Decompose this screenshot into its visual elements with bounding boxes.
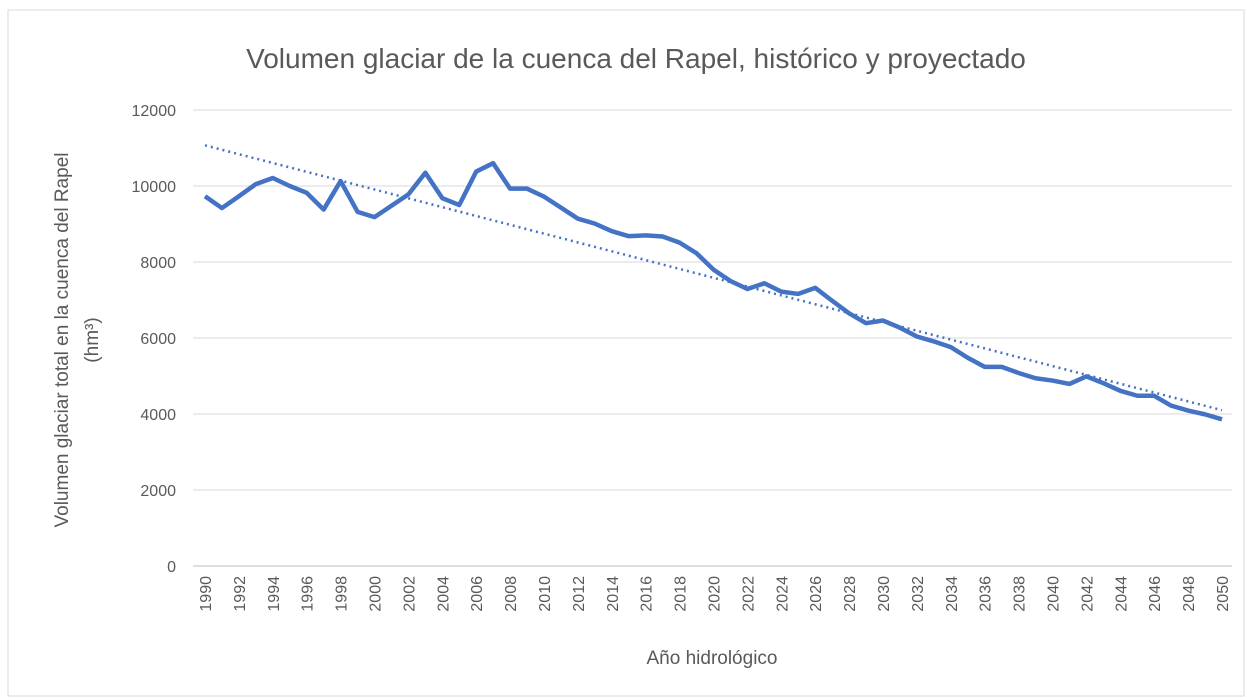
x-tick-label: 2050	[1215, 576, 1232, 612]
x-tick-label: 2024	[774, 576, 791, 612]
x-tick-label: 2000	[368, 576, 385, 612]
x-tick-label: 2014	[605, 576, 622, 612]
x-tick-label: 2038	[1012, 576, 1029, 612]
x-tick-label: 2048	[1181, 576, 1198, 612]
x-tick-label: 2036	[978, 576, 995, 612]
x-tick-label: 2018	[673, 576, 690, 612]
x-tick-label: 2044	[1113, 576, 1130, 612]
x-tick-label: 2016	[639, 576, 656, 612]
y-axis-label-line: (hm³)	[82, 317, 103, 362]
x-tick-label: 2010	[537, 576, 554, 612]
y-tick-label: 2000	[140, 483, 176, 500]
x-tick-label: 1998	[334, 576, 351, 612]
x-tick-label: 2040	[1046, 576, 1063, 612]
x-tick-label: 1992	[232, 576, 249, 612]
x-tick-label: 2008	[503, 576, 520, 612]
x-tick-label: 2030	[876, 576, 893, 612]
x-tick-label: 2032	[910, 576, 927, 612]
y-tick-label: 8000	[140, 255, 176, 272]
trend-line	[204, 144, 1223, 412]
x-tick-label: 2012	[571, 576, 588, 612]
y-tick-label: 4000	[140, 407, 176, 424]
x-tick-label: 2004	[435, 576, 452, 612]
x-tick-label: 2034	[944, 576, 961, 612]
y-tick-label: 12000	[132, 103, 177, 120]
x-tick-label: 1994	[266, 576, 283, 612]
chart-title: Volumen glaciar de la cuenca del Rapel, …	[246, 43, 1026, 74]
x-tick-label: 2020	[707, 576, 724, 612]
x-tick-label: 2006	[469, 576, 486, 612]
y-tick-label: 0	[167, 559, 176, 576]
y-axis-label-line: Volumen glaciar total en la cuenca del R…	[52, 153, 73, 528]
x-tick-label: 2002	[401, 576, 418, 612]
x-tick-label: 2028	[842, 576, 859, 612]
data-line	[203, 160, 1223, 422]
chart-frame	[7, 9, 1245, 697]
x-tick-label: 2022	[740, 576, 757, 612]
x-tick-label: 1996	[300, 576, 317, 612]
y-tick-label: 6000	[140, 331, 176, 348]
y-axis-label: Volumen glaciar total en la cuenca del R…	[52, 153, 103, 528]
x-tick-label: 2026	[808, 576, 825, 612]
x-tick-label: 2042	[1079, 576, 1096, 612]
x-tick-label: 1990	[198, 576, 215, 612]
y-tick-label: 10000	[132, 179, 177, 196]
x-axis-label: Año hidrológico	[647, 648, 778, 669]
x-tick-label: 2046	[1147, 576, 1164, 612]
